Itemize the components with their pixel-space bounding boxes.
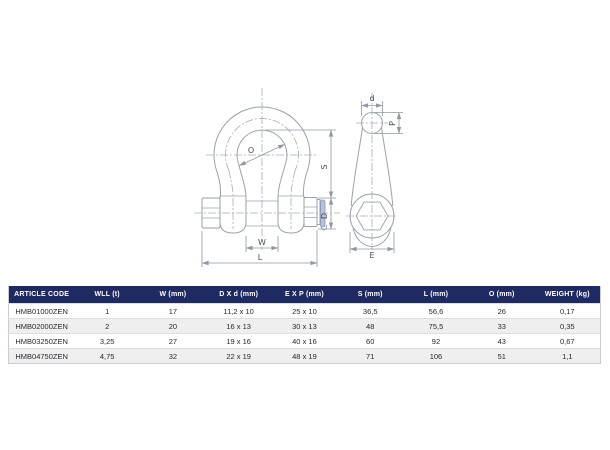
table-cell: 106 xyxy=(403,348,469,364)
dim-label-P: P xyxy=(388,121,397,126)
column-header: L (mm) xyxy=(403,286,469,304)
table-cell: 30 x 13 xyxy=(271,318,338,334)
table-cell: 43 xyxy=(468,333,535,349)
table-cell: 4,75 xyxy=(74,348,141,364)
front-view xyxy=(201,106,327,234)
table-cell: 92 xyxy=(403,333,469,349)
table-cell: 1 xyxy=(74,303,141,319)
table-cell: 56,6 xyxy=(403,303,469,319)
table-cell: 17 xyxy=(140,303,206,319)
table-cell: 3,25 xyxy=(74,333,141,349)
column-header: S (mm) xyxy=(337,286,404,304)
dim-label-D: D xyxy=(320,213,329,219)
dim-label-L: L xyxy=(258,253,263,262)
table-cell: 25 x 10 xyxy=(271,303,338,319)
table-cell: 0,17 xyxy=(534,303,601,319)
table-cell: 40 x 16 xyxy=(271,333,338,349)
column-header: ARTICLE CODE xyxy=(8,286,75,304)
table-cell: 0,67 xyxy=(534,333,601,349)
table-cell: 48 x 19 xyxy=(271,348,338,364)
dim-label-E: E xyxy=(369,251,374,260)
table-cell: 2 xyxy=(74,318,141,334)
table-row: HMB03250ZEN 3,25 27 19 x 16 40 x 16 60 9… xyxy=(8,333,601,349)
table-cell: 48 xyxy=(337,318,404,334)
table-row: HMB01000ZEN 1 17 11,2 x 10 25 x 10 36,5 … xyxy=(8,303,601,319)
column-header: W (mm) xyxy=(140,286,206,304)
table-cell: 71 xyxy=(337,348,404,364)
table-cell: 20 xyxy=(140,318,206,334)
table-row: HMB04750ZEN 4,75 32 22 x 19 48 x 19 71 1… xyxy=(8,348,601,364)
table-cell: 32 xyxy=(140,348,206,364)
table-cell: 0,35 xyxy=(534,318,601,334)
column-header: O (mm) xyxy=(468,286,535,304)
column-header: WEIGHT (kg) xyxy=(534,286,601,304)
column-header: D X d (mm) xyxy=(205,286,272,304)
dim-label-W: W xyxy=(258,238,266,247)
table-cell: HMB04750ZEN xyxy=(8,348,75,364)
table-cell: 33 xyxy=(468,318,535,334)
column-header: WLL (t) xyxy=(74,286,141,304)
table-row: HMB02000ZEN 2 20 16 x 13 30 x 13 48 75,5… xyxy=(8,318,601,334)
table-cell: 51 xyxy=(468,348,535,364)
table-header-row: ARTICLE CODE WLL (t) W (mm) D X d (mm) E… xyxy=(8,286,601,304)
dim-label-O: O xyxy=(248,146,254,155)
dim-label-d: d xyxy=(369,94,374,103)
table-cell: HMB01000ZEN xyxy=(8,303,75,319)
table-cell: 1,1 xyxy=(534,348,601,364)
table-cell: 36,5 xyxy=(337,303,404,319)
table-cell: 75,5 xyxy=(403,318,469,334)
table-cell: 11,2 x 10 xyxy=(205,303,272,319)
table-cell: 16 x 13 xyxy=(205,318,272,334)
side-view-centerlines xyxy=(346,93,398,250)
dim-label-S: S xyxy=(320,164,329,169)
table-cell: HMB03250ZEN xyxy=(8,333,75,349)
table-cell: 60 xyxy=(337,333,404,349)
split-pin xyxy=(320,199,327,231)
table-cell: HMB02000ZEN xyxy=(8,318,75,334)
spec-table: ARTICLE CODE WLL (t) W (mm) D X d (mm) E… xyxy=(8,286,601,364)
table-cell: 19 x 16 xyxy=(205,333,272,349)
table-cell: 27 xyxy=(140,333,206,349)
front-view-dimensions xyxy=(201,129,336,267)
column-header: E X P (mm) xyxy=(271,286,338,304)
side-view-dimensions xyxy=(349,101,403,253)
technical-drawing: O S D W L xyxy=(194,88,403,267)
table-cell: 22 x 19 xyxy=(205,348,272,364)
table-cell: 26 xyxy=(468,303,535,319)
